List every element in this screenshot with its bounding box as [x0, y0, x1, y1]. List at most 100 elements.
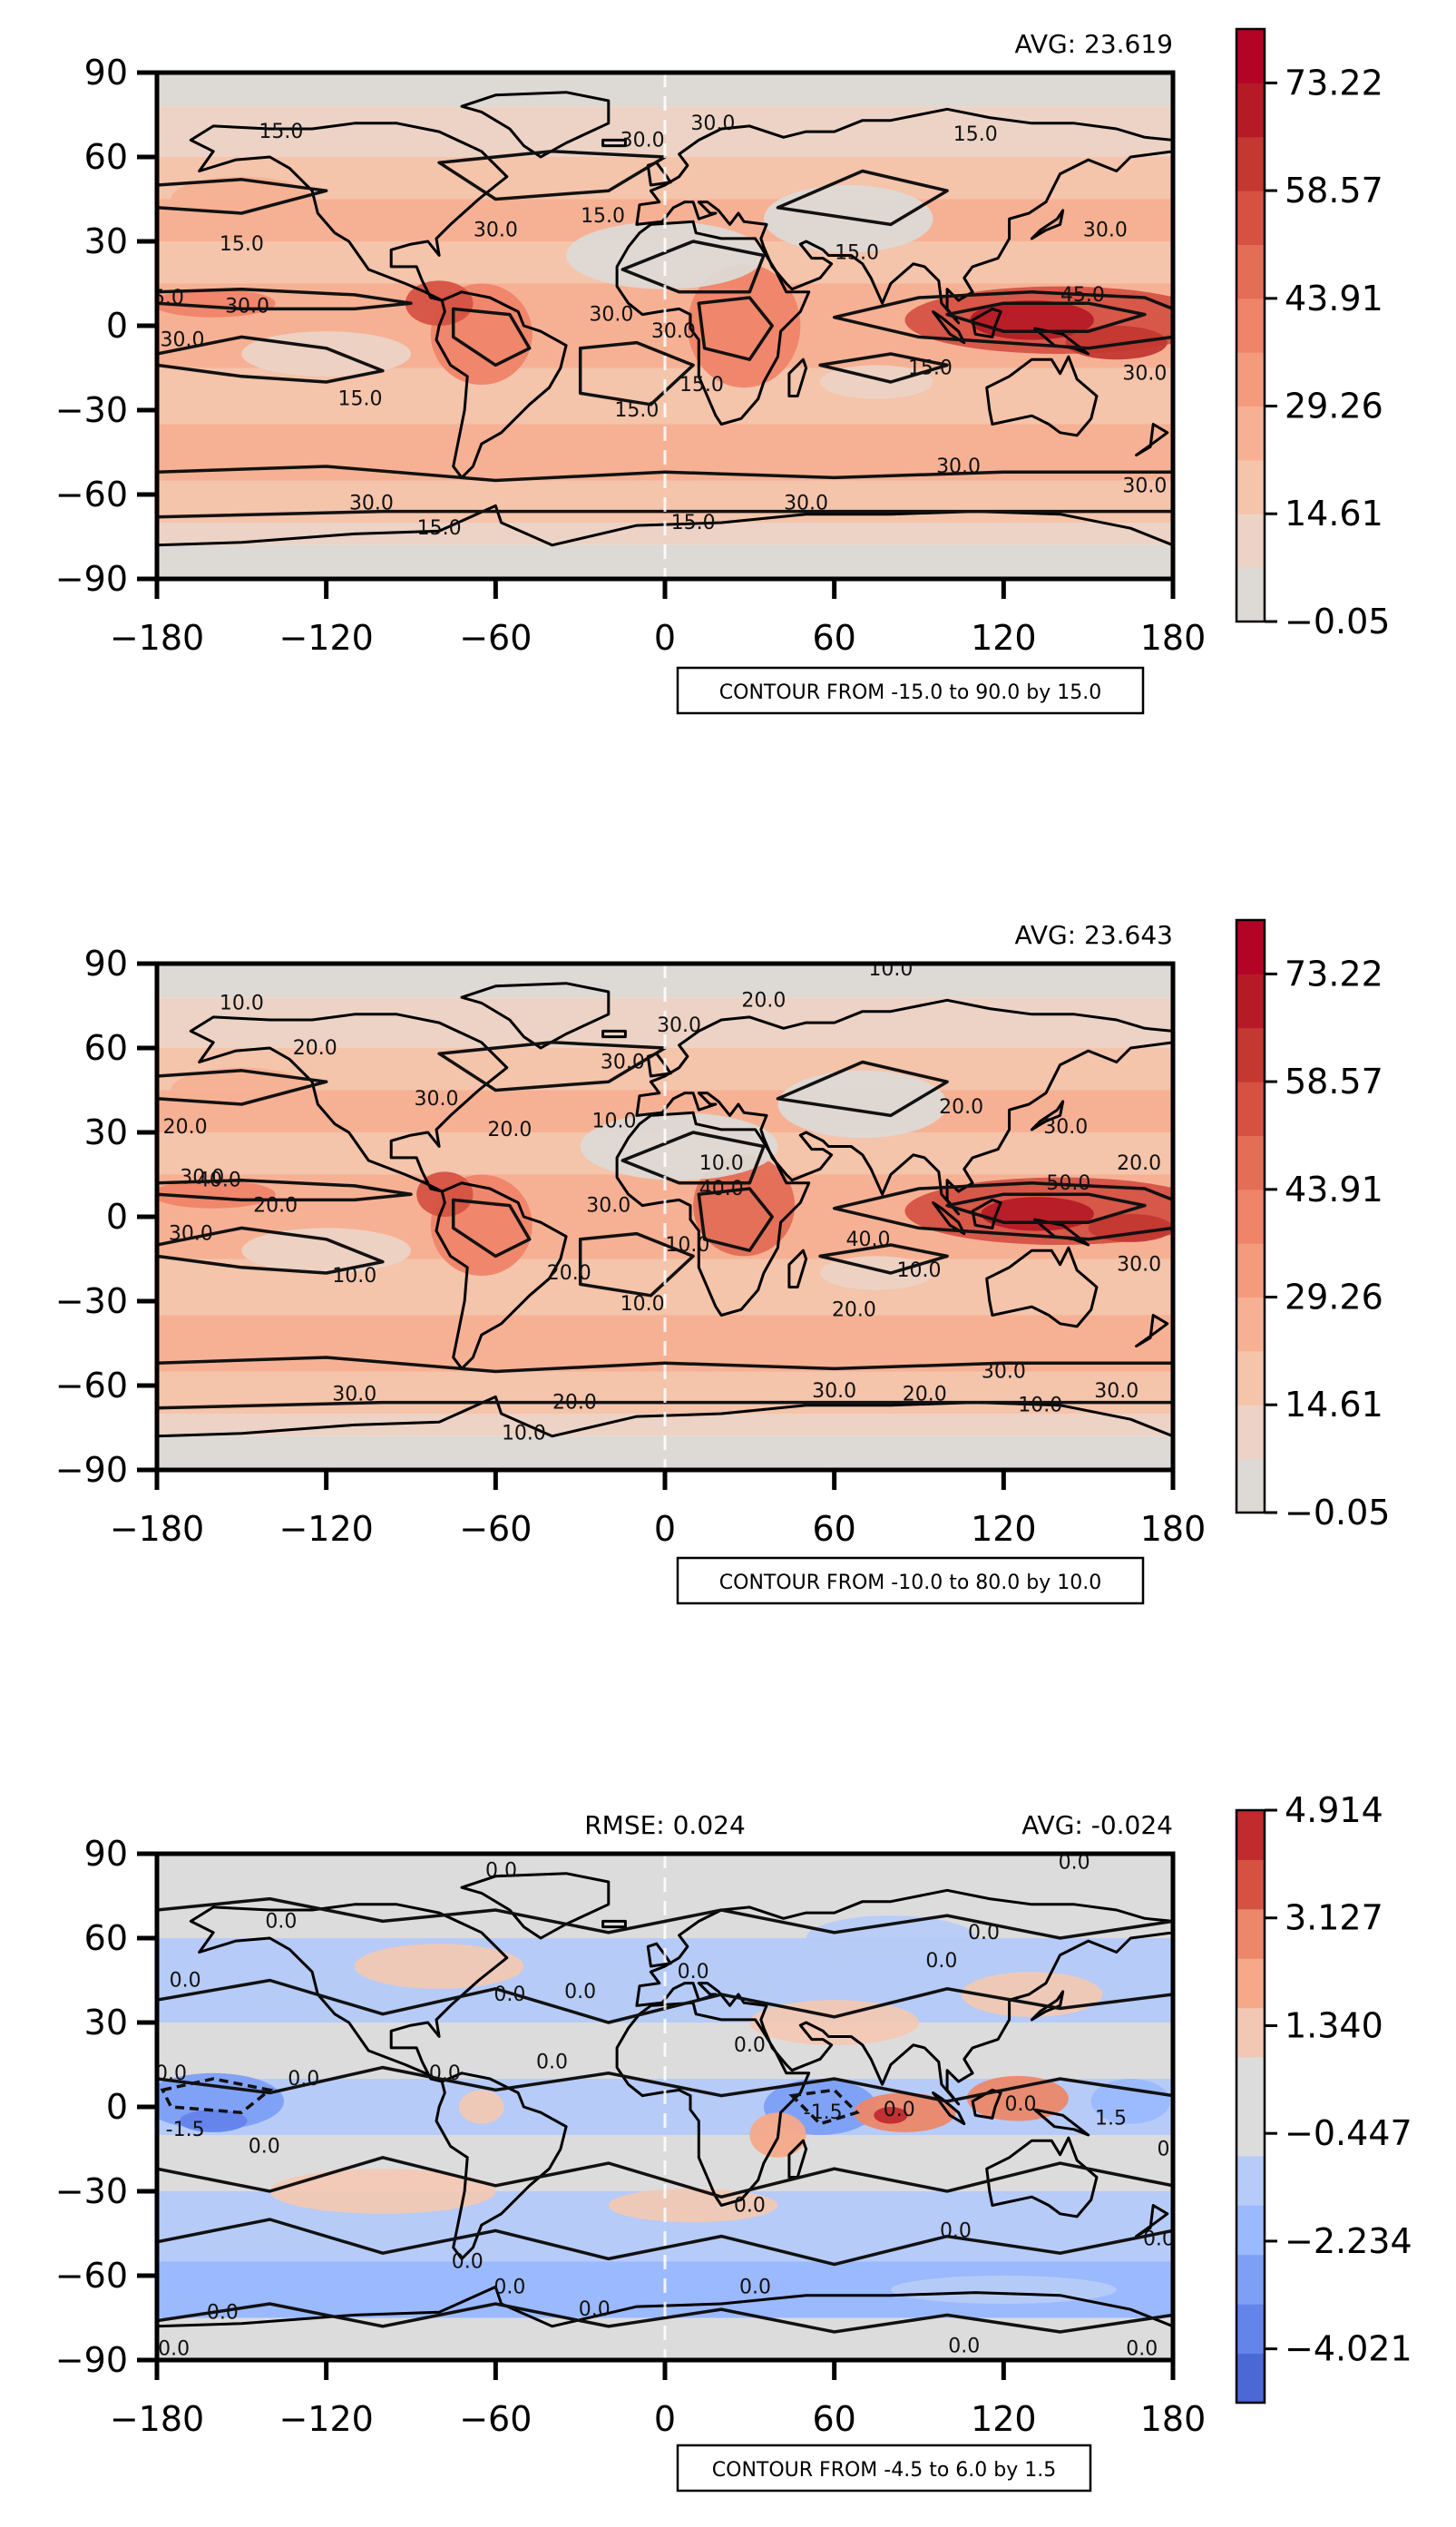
x-tick-label: −180 [110, 618, 204, 658]
ring-north-atlantic [437, 1041, 667, 1092]
contour-label: 20.0 [741, 989, 786, 1012]
field-blob [874, 2107, 908, 2124]
ring-tropical-west-pacific [832, 290, 1173, 350]
y-tick-label: 0 [106, 1197, 128, 1237]
colorbar-tick-label: 73.22 [1285, 63, 1383, 103]
contour-label: 10.0 [1018, 1395, 1062, 1417]
coastline-borneo [971, 307, 1002, 338]
contour-label: -1.5 [166, 2119, 205, 2141]
coastline-north-america [189, 1013, 509, 1193]
contour-label: 15.0 [338, 388, 383, 411]
contour-label: 30.0 [1122, 475, 1167, 498]
contour-label: 0.0 [288, 2068, 319, 2091]
contour-label: 1.5 [1095, 2107, 1127, 2130]
colorbar-frame [1235, 918, 1266, 1514]
ring-north-pacific [157, 178, 328, 215]
colorbar-segment [1236, 1908, 1265, 1959]
contour-label: 15.0 [908, 358, 953, 380]
contour-label: 30.0 [982, 1361, 1026, 1384]
contour-label: 45.0 [1060, 284, 1105, 307]
contour-label: 30.0 [332, 1383, 376, 1406]
colorbar-tick-label: 73.22 [1285, 954, 1383, 994]
x-tick-label: 0 [654, 1509, 676, 1549]
x-tick-label: −60 [459, 2399, 532, 2439]
contour-label: 20.0 [547, 1262, 591, 1285]
field-blob [1090, 2079, 1170, 2124]
contour-note-box: CONTOUR FROM -4.5 to 6.0 by 1.5 [676, 2444, 1092, 2493]
x-tick-label: 180 [1140, 618, 1207, 658]
contour-label: 10.0 [868, 958, 913, 981]
contour-label: 0.0 [884, 2099, 915, 2121]
contour-label: 10.0 [502, 1423, 546, 1445]
colorbar-segment [1236, 2007, 1265, 2058]
contour-label: 0.0 [968, 1922, 1000, 1944]
ring-amazon [451, 307, 532, 367]
field-blob [693, 1154, 796, 1257]
y-tick-label: −60 [55, 475, 128, 514]
contour-label: 0.0 [579, 2298, 611, 2321]
contour-label: 20.0 [253, 1195, 298, 1218]
coastline-south-america [435, 1181, 568, 1370]
y-tick-label: 0 [106, 2087, 128, 2127]
colorbar-segment [1236, 2304, 1265, 2355]
coastline-africa [615, 220, 811, 426]
y-tick-label: 90 [84, 53, 128, 93]
contour-label: 0.0 [564, 1981, 596, 2003]
coastline-madagascar [787, 358, 808, 397]
colorbar-tick-label: 43.91 [1285, 1170, 1383, 1210]
field-blob [820, 1256, 933, 1290]
contour-label: 15.0 [259, 121, 303, 143]
field-blob [608, 2188, 778, 2223]
contour-label: 30.0 [784, 492, 828, 514]
contour-note-box: CONTOUR FROM -10.0 to 80.0 by 10.0 [676, 1556, 1145, 1605]
field-blob [749, 2000, 920, 2045]
contour-label: 30.0 [349, 492, 394, 514]
zero-line-midsouth [157, 2218, 1173, 2267]
contour-label: 0.0 [452, 2251, 484, 2274]
contour-label: 10.0 [592, 1111, 637, 1133]
coastline-antarctica [157, 504, 1173, 547]
x-tick-label: 60 [812, 618, 855, 658]
coastline-new-guinea [1033, 2108, 1090, 2137]
filled-field: 15.0 30.0 30.0 15.0 15.0 30.0 15.0 30.0 15.0 5.0 3… [157, 73, 1173, 579]
coastline-iceland [601, 138, 627, 148]
colorbar-segment [1236, 1082, 1265, 1136]
ring-south-atlantic [578, 1231, 695, 1298]
contour-label: 0.0 [1059, 1851, 1090, 1874]
contour-label: 0.0 [493, 1983, 525, 2006]
contour-label: 30.0 [690, 113, 735, 135]
ring-sahara [621, 1131, 766, 1185]
colorbar-segment [1236, 514, 1265, 569]
field-blob [961, 1972, 1103, 2017]
contour-label: 0.0 [925, 1950, 957, 1973]
colorbar-segment [1236, 83, 1265, 138]
ring-southern-ocean-inner [157, 509, 1173, 519]
contour-label: -0.0 [200, 2301, 239, 2324]
coastline-australia [985, 355, 1099, 437]
x-tick-label: −180 [110, 1509, 204, 1549]
contour-label: 30.0 [1117, 1254, 1161, 1277]
contour-label: 0.0 [1005, 2093, 1037, 2116]
y-tick-label: −60 [55, 2256, 128, 2296]
contour-note-frame [676, 666, 1145, 715]
colorbar-segment [1236, 2106, 1265, 2157]
contour-note-frame [676, 1556, 1145, 1605]
coastline-africa [615, 2001, 811, 2207]
y-tick-label: 60 [84, 1918, 128, 1958]
colorbar-segment [1236, 352, 1265, 407]
coastline-japan [1030, 1990, 1065, 2022]
contour-note-box: CONTOUR FROM -15.0 to 90.0 by 15.0 [676, 666, 1145, 715]
contour-label: 10.0 [665, 1234, 709, 1257]
colorbar-tick-label: −0.05 [1285, 1493, 1390, 1533]
contour-label: 10.0 [332, 1265, 376, 1288]
colorbar-segment [1236, 567, 1265, 622]
ring-north-atlantic [437, 150, 667, 201]
colorbar-tick-label: −2.234 [1285, 2221, 1412, 2261]
y-tick-label: 30 [84, 221, 128, 261]
field-blob [566, 221, 764, 289]
contour-label: 0.0 [940, 2219, 972, 2242]
contour-label: 0.0 [158, 2338, 190, 2361]
contour-note-text: CONTOUR FROM -10.0 to 80.0 by 10.0 [719, 1572, 1101, 1594]
field-blob [890, 2276, 1117, 2304]
contour-label: 0.0 [485, 1860, 517, 1883]
